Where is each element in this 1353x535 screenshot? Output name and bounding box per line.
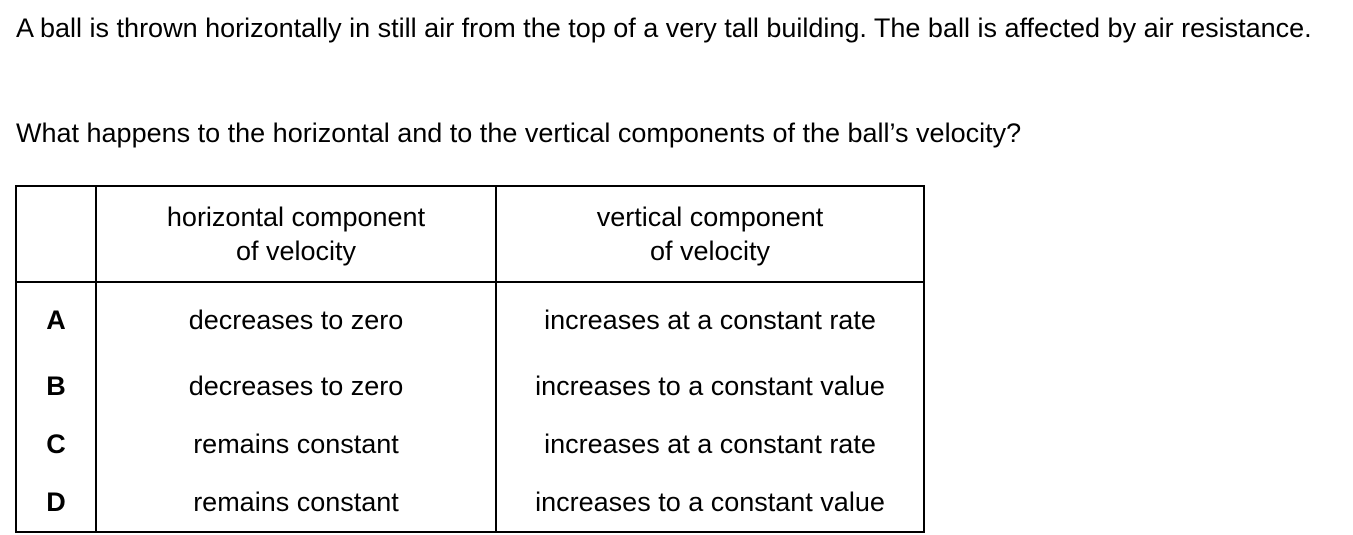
option-row-d[interactable]: D remains constant increases to a consta… bbox=[15, 473, 925, 533]
option-vertical: increases at a constant rate bbox=[496, 415, 925, 473]
option-vertical: increases to a constant value bbox=[496, 357, 925, 415]
header-horizontal-component: horizontal component of velocity bbox=[96, 185, 497, 283]
option-letter: A bbox=[15, 282, 97, 357]
answer-table-header: horizontal component of velocity vertica… bbox=[15, 185, 925, 283]
header-vertical-component: vertical component of velocity bbox=[496, 185, 925, 283]
option-horizontal: remains constant bbox=[96, 473, 497, 533]
option-row-b[interactable]: B decreases to zero increases to a const… bbox=[15, 357, 925, 415]
option-letter: C bbox=[15, 415, 97, 473]
option-row-c[interactable]: C remains constant increases at a consta… bbox=[15, 415, 925, 473]
header-vertical-line1: vertical component bbox=[596, 202, 824, 232]
question-prompt: What happens to the horizontal and to th… bbox=[16, 118, 1022, 148]
header-letter-cell bbox=[15, 185, 97, 283]
header-horizontal-line2: of velocity bbox=[235, 236, 357, 266]
header-horizontal-line1: horizontal component bbox=[166, 202, 426, 232]
option-row-a[interactable]: A decreases to zero increases at a const… bbox=[15, 282, 925, 357]
header-row: horizontal component of velocity vertica… bbox=[15, 185, 925, 283]
option-vertical: increases to a constant value bbox=[496, 473, 925, 533]
option-vertical: increases at a constant rate bbox=[496, 282, 925, 357]
option-horizontal: decreases to zero bbox=[96, 282, 497, 357]
answer-table: horizontal component of velocity vertica… bbox=[15, 185, 925, 533]
option-letter: D bbox=[15, 473, 97, 533]
header-vertical-line2: of velocity bbox=[649, 236, 771, 266]
question-stem: A ball is thrown horizontally in still a… bbox=[16, 13, 1312, 43]
answer-table-body: A decreases to zero increases at a const… bbox=[15, 282, 925, 533]
option-letter: B bbox=[15, 357, 97, 415]
option-horizontal: decreases to zero bbox=[96, 357, 497, 415]
option-horizontal: remains constant bbox=[96, 415, 497, 473]
